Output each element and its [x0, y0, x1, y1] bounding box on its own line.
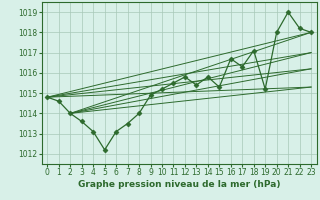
- X-axis label: Graphe pression niveau de la mer (hPa): Graphe pression niveau de la mer (hPa): [78, 180, 280, 189]
